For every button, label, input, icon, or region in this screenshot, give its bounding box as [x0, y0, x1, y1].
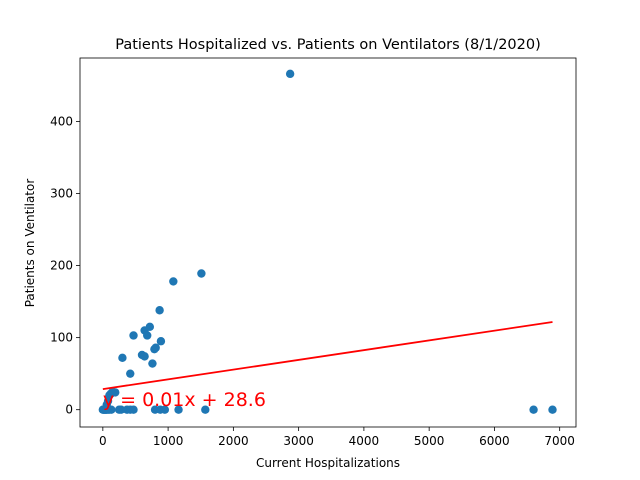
y-axis-label: Patients on Ventilator — [23, 179, 37, 308]
x-tick-label: 2000 — [218, 434, 249, 448]
data-point — [201, 405, 210, 414]
data-point — [140, 352, 149, 361]
x-tick-label: 3000 — [283, 434, 314, 448]
data-point — [169, 277, 178, 286]
data-point — [160, 405, 170, 414]
x-tick-label: 1000 — [153, 434, 184, 448]
axes-frame — [79, 57, 577, 428]
data-point — [111, 388, 120, 397]
y-tick-label: 0 — [65, 403, 73, 417]
data-point — [116, 405, 126, 414]
data-point — [155, 306, 164, 315]
x-tick-label: 4000 — [349, 434, 380, 448]
data-point — [148, 359, 157, 368]
y-tick-label: 100 — [50, 331, 73, 345]
data-point — [129, 331, 138, 340]
data-point — [118, 353, 127, 363]
data-point — [529, 405, 538, 414]
data-point — [156, 337, 166, 346]
data-point — [126, 369, 135, 378]
data-point — [145, 322, 155, 332]
data-point — [285, 69, 295, 79]
x-tick-label: 0 — [99, 434, 107, 448]
plot-area: y = 0.01x + 28.6 — [98, 69, 557, 414]
regression-line — [102, 321, 553, 390]
data-point — [151, 343, 160, 352]
regression-equation-label: y = 0.01x + 28.6 — [103, 389, 266, 411]
x-axis-label: Current Hospitalizations — [256, 456, 400, 470]
data-point — [548, 405, 557, 414]
data-point — [143, 331, 152, 340]
chart-title: Patients Hospitalized vs. Patients on Ve… — [115, 37, 541, 53]
y-tick-label: 200 — [50, 259, 73, 273]
data-point — [129, 405, 138, 414]
data-point — [174, 405, 183, 414]
y-tick-label: 300 — [50, 186, 73, 200]
x-tick-label: 6000 — [479, 434, 510, 448]
y-tick-label: 400 — [50, 114, 73, 128]
data-point — [197, 269, 206, 278]
x-tick-label: 5000 — [414, 434, 445, 448]
axes: 0 1000 2000 3000 4000 5000 6000 7000 0 100 200 300 4… — [50, 57, 577, 448]
x-tick-label: 7000 — [544, 434, 575, 448]
